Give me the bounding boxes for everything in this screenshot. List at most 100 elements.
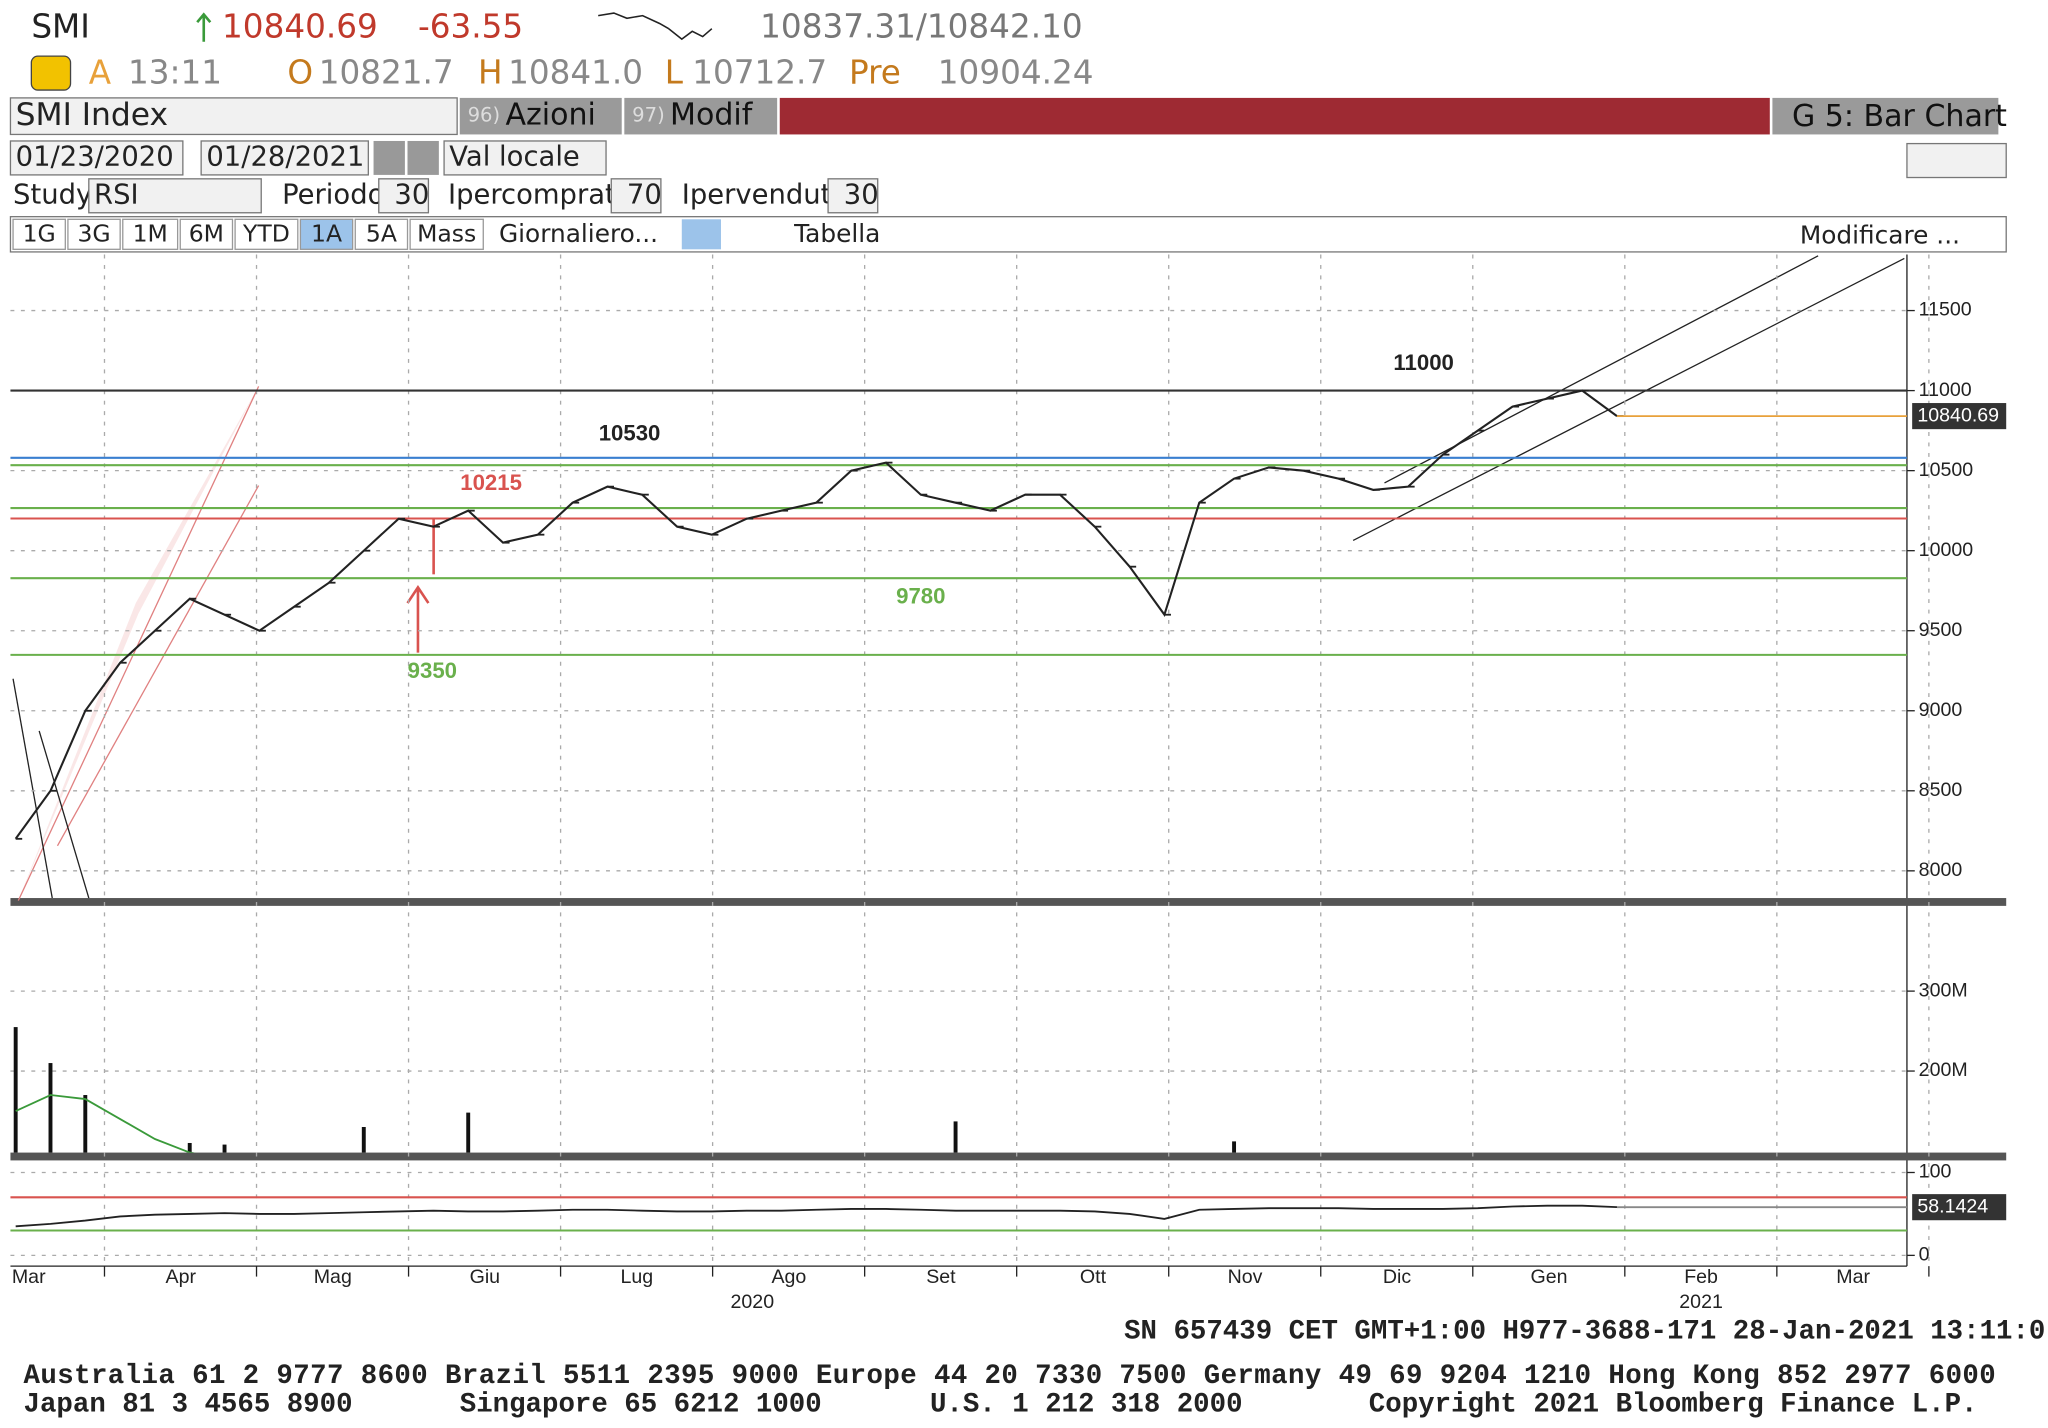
oversold-field[interactable] xyxy=(827,178,879,214)
annotation: 10215 xyxy=(460,470,522,495)
range-button[interactable] xyxy=(409,218,484,250)
time: 13:11 xyxy=(128,53,222,91)
x-tick-label: Gen xyxy=(1531,1266,1568,1288)
y-tick-label: 100 xyxy=(1919,1161,1952,1183)
title-bar xyxy=(779,97,1770,135)
range-label: 1A xyxy=(311,219,342,247)
trend-line xyxy=(12,678,53,899)
next-button[interactable] xyxy=(407,140,439,175)
range-label: YTD xyxy=(242,219,290,247)
last-box xyxy=(1912,403,2007,430)
x-tick-label: Ago xyxy=(771,1266,806,1288)
range-label: 6M xyxy=(189,219,224,247)
date-field[interactable] xyxy=(200,140,369,176)
range-button[interactable] xyxy=(179,218,234,250)
range-label: 1G xyxy=(23,219,56,247)
open-label: O xyxy=(287,53,313,91)
last-price: 10840.69 xyxy=(222,8,378,46)
function: G 5: Bar Chart xyxy=(1792,99,2007,134)
annotation: 11000 xyxy=(1393,350,1454,375)
period-field[interactable] xyxy=(378,178,430,214)
table-button[interactable]: Tabella xyxy=(793,219,880,248)
chart-type-button[interactable] xyxy=(681,219,721,250)
y-tick-label: 11000 xyxy=(1919,379,1972,401)
low-label: L xyxy=(665,53,683,91)
date-field[interactable] xyxy=(9,140,184,176)
range-button[interactable] xyxy=(12,218,66,250)
range-button[interactable] xyxy=(122,218,179,250)
high-label: H xyxy=(478,53,503,91)
open: 10821.7 xyxy=(319,53,454,91)
range-label: Mass xyxy=(417,219,476,247)
session-info: SN 657439 CET GMT+1:00 H977-3688-171 28-… xyxy=(1124,1317,2045,1348)
x-tick-label: Mar xyxy=(12,1266,46,1288)
pre-label: Pre xyxy=(849,53,901,91)
x-tick-label: Giu xyxy=(470,1266,500,1288)
series-line xyxy=(15,1204,1618,1228)
period-label: Periodo xyxy=(282,179,384,210)
menu-button[interactable] xyxy=(459,97,622,135)
overbought: 70 xyxy=(627,179,662,210)
y-tick-label: 200M xyxy=(1919,1059,1968,1081)
volume-bar xyxy=(361,1127,366,1153)
x-tick-label: Apr xyxy=(166,1266,197,1288)
volume-bar xyxy=(13,1027,18,1153)
y-tick-label: 10500 xyxy=(1919,459,1974,481)
range-button[interactable] xyxy=(67,218,121,250)
contact: Singapore 65 6212 1000 xyxy=(460,1390,822,1421)
currency: Val locale xyxy=(449,141,580,172)
security: SMI Index xyxy=(16,97,168,133)
menu-number: 97) xyxy=(632,104,665,127)
up-arrow xyxy=(196,12,212,42)
study-field[interactable] xyxy=(88,178,262,214)
year-label: 2021 xyxy=(1679,1291,1723,1313)
annotation: 9780 xyxy=(896,584,945,609)
symbol: SMI xyxy=(31,8,90,46)
volume-bar xyxy=(466,1112,471,1153)
overbought-field[interactable] xyxy=(610,178,662,214)
oversold: 30 xyxy=(844,179,879,210)
panel-divider xyxy=(10,1152,2007,1161)
arrow xyxy=(406,585,430,604)
security-box[interactable] xyxy=(9,97,458,136)
trend-line xyxy=(38,730,90,899)
y-tick-label: 0 xyxy=(1919,1244,1930,1266)
x-tick-label: Feb xyxy=(1684,1266,1718,1288)
bid-ask: 10837.31/10842.10 xyxy=(760,8,1082,46)
y-tick-label: 300M xyxy=(1919,979,1968,1001)
high: 10841.0 xyxy=(508,53,643,91)
x-tick-label: Nov xyxy=(1228,1266,1263,1288)
refresh-buttons[interactable] xyxy=(1906,142,2007,179)
range-button[interactable] xyxy=(234,218,299,250)
oversold-label: Ipervenduto xyxy=(682,179,848,210)
range-button[interactable] xyxy=(299,218,354,250)
change: -63.55 xyxy=(418,8,523,46)
y-tick-label: 9000 xyxy=(1919,699,1963,721)
menu-label: Modif xyxy=(670,98,754,133)
pre: 10904.24 xyxy=(938,53,1094,91)
x-tick-label: Mag xyxy=(314,1266,352,1288)
low: 10712.7 xyxy=(692,53,827,91)
last-label: 10840.69 xyxy=(1917,404,1999,426)
frequency[interactable]: Giornaliero... xyxy=(499,219,658,248)
menu-button[interactable] xyxy=(624,97,778,135)
range-button[interactable] xyxy=(354,218,409,250)
modify-button[interactable]: Modificare ... xyxy=(1800,220,1960,249)
volume-bar xyxy=(1232,1141,1237,1153)
x-tick-label: Ott xyxy=(1080,1266,1107,1288)
volume-bar xyxy=(222,1144,227,1153)
currency-field[interactable] xyxy=(443,140,607,176)
status: A xyxy=(89,53,112,91)
prev-button[interactable] xyxy=(373,140,405,175)
x-tick-label: Set xyxy=(926,1266,956,1288)
y-tick-label: 10000 xyxy=(1919,539,1974,561)
sparkline xyxy=(598,12,713,41)
volume-bar xyxy=(187,1142,192,1153)
contact: Copyright 2021 Bloomberg Finance L.P. xyxy=(1369,1390,1978,1421)
y-tick-label: 8500 xyxy=(1919,779,1963,801)
period: 30 xyxy=(394,179,429,210)
y-tick-label: 9500 xyxy=(1919,619,1963,641)
year-label: 2020 xyxy=(731,1291,775,1313)
trend-line xyxy=(17,386,260,901)
